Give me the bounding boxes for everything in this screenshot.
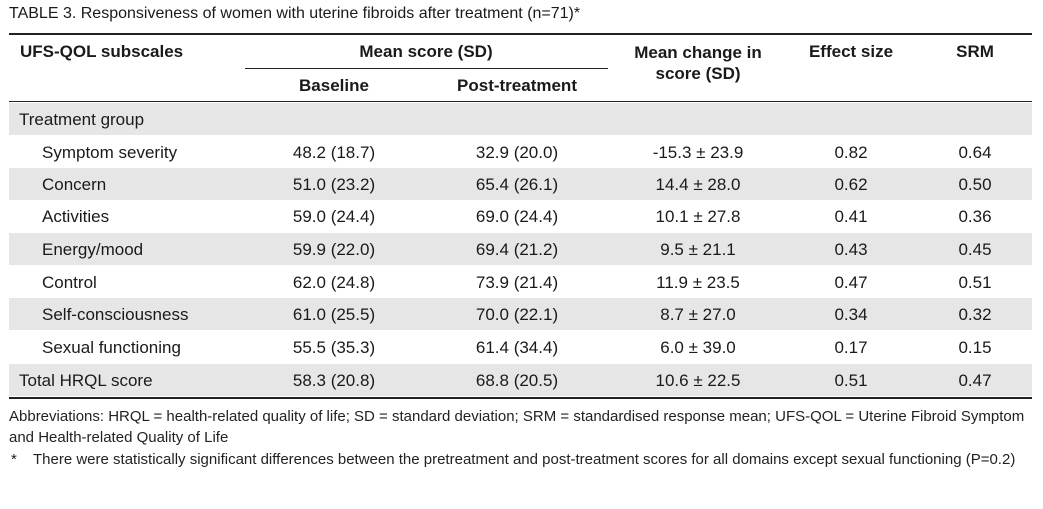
band-2 (9, 168, 1032, 200)
table-title: Responsiveness of women with uterine fib… (80, 5, 581, 22)
row-srm: 0.15 (958, 338, 992, 357)
row-baseline: 62.0 (24.8) (292, 273, 376, 292)
footnote-text: There were statistically significant dif… (33, 451, 1016, 468)
row-baseline: 55.5 (35.3) (292, 338, 376, 357)
row-change: 10.1 ± 27.8 (655, 207, 741, 226)
header-subrule (245, 68, 608, 69)
bottom-rule (9, 397, 1032, 399)
band-6 (9, 298, 1032, 330)
row-name: Control (42, 273, 97, 292)
top-rule (9, 33, 1032, 35)
header-mean-change: Mean change in score (SD) (634, 42, 762, 84)
header-mean-change-line2: score (SD) (655, 64, 741, 83)
row-srm: 0.50 (958, 175, 992, 194)
row-baseline: 59.9 (22.0) (292, 240, 376, 259)
row-srm: 0.51 (958, 273, 992, 292)
total-baseline: 58.3 (20.8) (292, 371, 376, 390)
total-name: Total HRQL score (19, 371, 153, 390)
table-row: Sexual functioning 55.5 (35.3) 61.4 (34.… (9, 331, 1032, 363)
table-row: Concern 51.0 (23.2) 65.4 (26.1) 14.4 ± 2… (9, 168, 1032, 200)
row-srm: 0.64 (958, 143, 992, 162)
row-srm: 0.36 (958, 207, 992, 226)
header-mean-score: Mean score (SD) (359, 42, 493, 61)
table-label: TABLE 3. (9, 5, 77, 22)
row-name: Sexual functioning (42, 338, 181, 357)
row-post: 70.0 (22.1) (475, 305, 559, 324)
header-post-treatment: Post-treatment (457, 76, 577, 95)
row-baseline: 51.0 (23.2) (292, 175, 376, 194)
row-srm: 0.45 (958, 240, 992, 259)
row-post: 32.9 (20.0) (475, 143, 559, 162)
row-change: 14.4 ± 28.0 (655, 175, 741, 194)
table-caption: TABLE 3. Responsiveness of women with ut… (9, 5, 580, 23)
row-name: Concern (42, 175, 107, 194)
row-post: 69.0 (24.4) (475, 207, 559, 226)
header-srm: SRM (956, 42, 994, 61)
row-baseline: 61.0 (25.5) (292, 305, 376, 324)
table-row: Self-consciousness 61.0 (25.5) 70.0 (22.… (9, 298, 1032, 330)
row-effect: 0.62 (834, 175, 868, 194)
row-change: -15.3 ± 23.9 (652, 143, 744, 162)
header-effect-size: Effect size (808, 42, 894, 61)
total-row: Total HRQL score 58.3 (20.8) 68.8 (20.5)… (9, 364, 1032, 396)
abbreviations-note: Abbreviations: HRQL = health-related qua… (9, 408, 1025, 446)
row-post: 69.4 (21.2) (475, 240, 559, 259)
header-mean-change-line1: Mean change in (634, 43, 762, 62)
row-baseline: 48.2 (18.7) (292, 143, 376, 162)
band-4 (9, 233, 1032, 265)
total-srm: 0.47 (958, 371, 992, 390)
row-change: 9.5 ± 21.1 (660, 240, 736, 259)
row-effect: 0.34 (834, 305, 868, 324)
table-row: Symptom severity 48.2 (18.7) 32.9 (20.0)… (9, 136, 1032, 168)
group-label: Treatment group (19, 110, 145, 129)
row-effect: 0.47 (834, 273, 868, 292)
footnote: * There were statistically significant d… (9, 449, 1034, 470)
band-total (9, 364, 1032, 396)
header-baseline: Baseline (299, 76, 369, 95)
header-subscales: UFS-QOL subscales (20, 42, 184, 61)
total-post: 68.8 (20.5) (475, 371, 559, 390)
row-name: Symptom severity (42, 143, 178, 162)
footnote-mark: * (11, 451, 17, 468)
row-name: Energy/mood (42, 240, 144, 259)
row-name: Activities (42, 207, 110, 226)
row-name: Self-consciousness (42, 305, 189, 324)
group-row: Treatment group (9, 103, 1032, 135)
row-effect: 0.82 (834, 143, 868, 162)
row-change: 6.0 ± 39.0 (660, 338, 736, 357)
table-row: Control 62.0 (24.8) 73.9 (21.4) 11.9 ± 2… (9, 266, 1032, 298)
row-effect: 0.17 (834, 338, 868, 357)
band-group (9, 103, 1032, 135)
header-rule (9, 101, 1032, 102)
row-srm: 0.32 (958, 305, 992, 324)
row-effect: 0.43 (834, 240, 868, 259)
total-effect: 0.51 (834, 371, 868, 390)
row-post: 65.4 (26.1) (475, 175, 559, 194)
table-notes: Abbreviations: HRQL = health-related qua… (9, 406, 1034, 470)
table-row: Energy/mood 59.9 (22.0) 69.4 (21.2) 9.5 … (9, 233, 1032, 265)
row-change: 8.7 ± 27.0 (660, 305, 736, 324)
table-row: Activities 59.0 (24.4) 69.0 (24.4) 10.1 … (9, 200, 1032, 232)
row-post: 73.9 (21.4) (475, 273, 559, 292)
row-baseline: 59.0 (24.4) (292, 207, 376, 226)
row-post: 61.4 (34.4) (475, 338, 559, 357)
row-change: 11.9 ± 23.5 (656, 273, 740, 292)
row-effect: 0.41 (834, 207, 868, 226)
total-change: 10.6 ± 22.5 (655, 371, 741, 390)
